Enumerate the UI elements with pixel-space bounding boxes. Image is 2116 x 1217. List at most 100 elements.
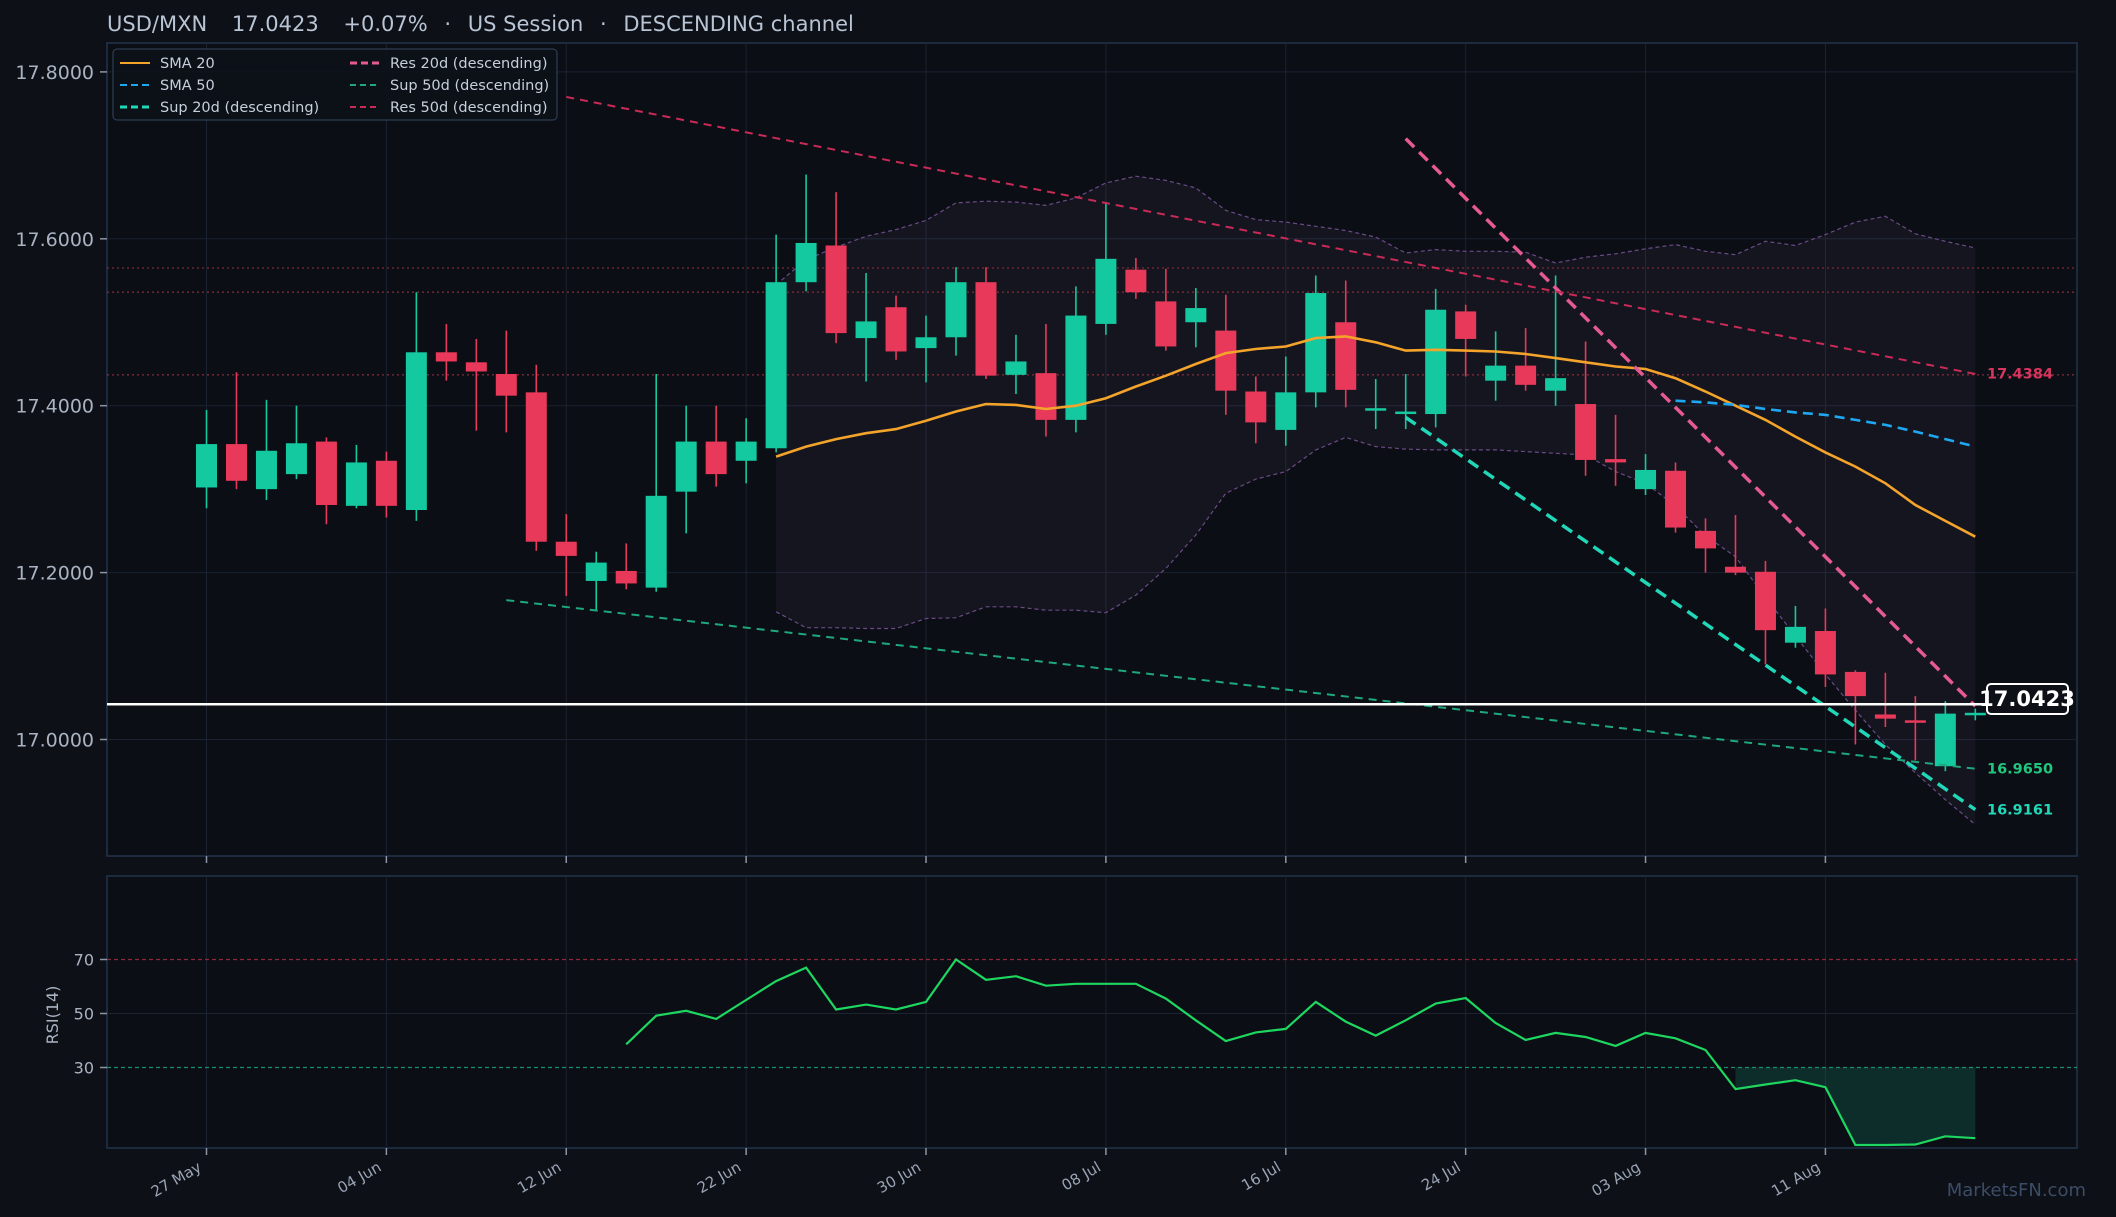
candle-body <box>1155 301 1177 347</box>
candle <box>945 267 967 356</box>
candle <box>1754 560 1776 665</box>
legend-label: SMA 20 <box>160 56 215 72</box>
candle <box>855 273 877 382</box>
legend-label: Sup 50d (descending) <box>390 78 549 94</box>
candle <box>345 444 367 509</box>
candle-body <box>196 444 217 488</box>
candle-body <box>825 245 847 334</box>
candle-body <box>1335 322 1357 390</box>
candle-body <box>1724 566 1746 573</box>
chart-title: USD/MXN 17.0423 +0.07% · US Session · DE… <box>107 12 854 36</box>
candle <box>585 551 607 611</box>
price-layer: 17.0000 17.2000 17.4000 17.6000 17.8000 17.43… <box>15 43 2077 863</box>
candle-body <box>1455 311 1477 339</box>
current-price-label: 17.0423 <box>1979 687 2075 711</box>
sup50-trendline <box>506 599 1976 770</box>
candle-body <box>1185 308 1207 323</box>
session-name: US Session <box>468 12 584 36</box>
sma50-line <box>1675 399 1976 448</box>
candle-body <box>705 441 727 475</box>
candle <box>975 267 997 379</box>
candle <box>1545 275 1567 406</box>
candle-body <box>1605 459 1627 463</box>
candle-body <box>795 242 817 283</box>
candle <box>1904 696 1926 761</box>
candle-body <box>1365 408 1387 411</box>
current-price-tag-box <box>1986 683 2069 715</box>
candle-body <box>1874 714 1896 719</box>
candle <box>196 409 217 509</box>
candle-body <box>1305 293 1327 393</box>
y-tick-label: 17.4000 <box>15 396 94 418</box>
candle-body <box>1275 392 1297 430</box>
candle <box>1065 286 1087 433</box>
candle-body <box>1245 391 1267 423</box>
candle-body <box>1695 530 1716 549</box>
candle <box>255 399 277 500</box>
y-tick-label: 17.6000 <box>15 229 94 251</box>
candle <box>315 437 337 525</box>
candle-body <box>1844 671 1866 697</box>
candle-body <box>585 562 607 581</box>
candle-body <box>345 462 367 506</box>
candle <box>765 234 787 453</box>
candle-body <box>225 444 247 481</box>
trendline-end-label: 16.9650 <box>1987 762 2053 778</box>
candle <box>1335 280 1357 408</box>
current-price-tag: 17.0423 <box>1979 683 2075 715</box>
rsi-oversold-fill <box>1735 1067 1976 1145</box>
sma20-line <box>775 335 1976 538</box>
candle <box>1814 608 1836 687</box>
candle-body <box>1035 373 1057 420</box>
res50-trendline <box>566 95 1976 375</box>
candle-body <box>615 570 637 584</box>
price-change: +0.07% <box>343 12 427 36</box>
candle <box>615 543 637 590</box>
candle-body <box>495 373 517 396</box>
candle <box>1095 202 1117 335</box>
candle-body <box>1665 470 1687 528</box>
candle <box>1125 257 1147 299</box>
candle-body <box>1575 404 1597 460</box>
chart-legend: SMA 20 Res 20d (descending) SMA 50 Sup 50d … <box>112 48 558 121</box>
pair-symbol: USD/MXN <box>107 12 207 36</box>
candle-body <box>1425 309 1447 415</box>
price-panel <box>106 42 2078 857</box>
candle <box>435 323 457 381</box>
candle <box>1005 334 1027 395</box>
candle <box>1575 341 1597 476</box>
candle <box>1305 275 1327 408</box>
candle-body <box>1395 411 1417 415</box>
rsi-tick-label: 70 <box>74 951 94 970</box>
candle-body <box>945 282 967 338</box>
candle-body <box>765 282 787 449</box>
candle <box>1844 670 1866 745</box>
candle-body <box>885 307 907 352</box>
legend-label: Res 20d (descending) <box>390 56 547 72</box>
res20-trendline <box>1404 137 1977 708</box>
candle <box>1605 414 1627 486</box>
candle <box>645 373 667 592</box>
candle-body <box>1215 330 1237 391</box>
candle-body <box>1005 361 1027 375</box>
candle <box>1245 376 1267 444</box>
y-tick-label: 17.8000 <box>15 62 94 84</box>
candle <box>495 330 517 433</box>
candle <box>825 192 847 344</box>
y-tick-label: 17.0000 <box>15 730 94 752</box>
candle-body <box>1635 469 1657 490</box>
candle-body <box>1545 378 1567 391</box>
watermark: MarketsFN.com <box>1947 1180 2086 1201</box>
candle-body <box>555 541 577 556</box>
legend-label: Res 50d (descending) <box>390 100 547 116</box>
candle <box>1215 294 1237 415</box>
rsi-tick-label: 50 <box>74 1005 94 1024</box>
rsi-panel <box>106 875 2078 1149</box>
pattern-name: DESCENDING channel <box>623 12 854 36</box>
candle-body <box>255 450 277 490</box>
title-separator: · <box>600 12 607 36</box>
candle <box>555 514 577 596</box>
candle-body <box>1904 720 1926 723</box>
candle-body <box>525 392 547 542</box>
